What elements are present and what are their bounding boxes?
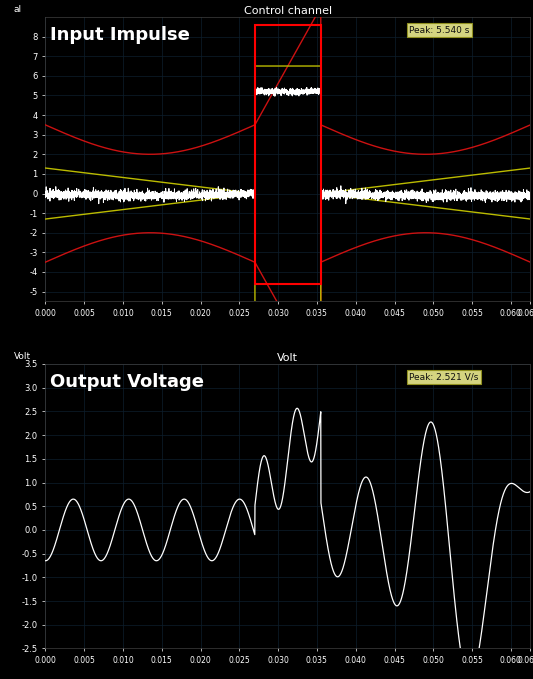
Title: Control channel: Control channel (244, 6, 332, 16)
Text: Output Voltage: Output Voltage (50, 373, 204, 390)
Text: Volt: Volt (14, 352, 31, 361)
Text: Input Impulse: Input Impulse (50, 26, 190, 43)
Text: Peak: 5.540 s: Peak: 5.540 s (409, 26, 470, 35)
Text: al: al (14, 5, 22, 14)
Bar (255, 25, 321, 284)
Text: Peak: 2.521 V/s: Peak: 2.521 V/s (409, 373, 479, 382)
Title: Volt: Volt (277, 353, 298, 363)
